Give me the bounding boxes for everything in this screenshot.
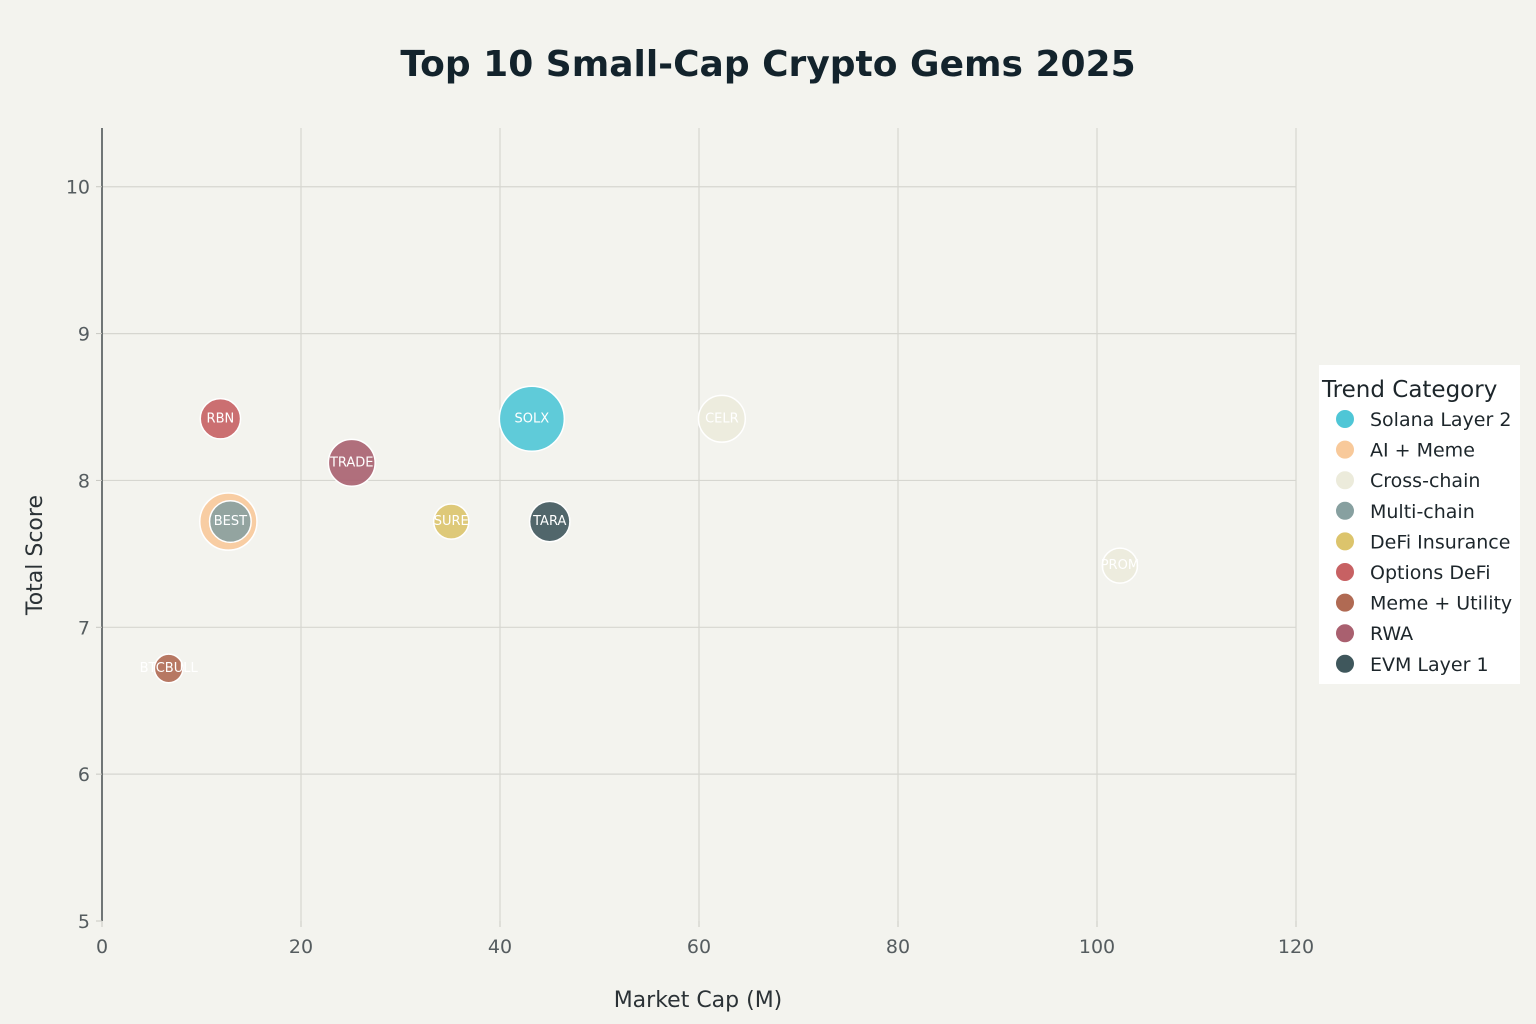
legend-label: Solana Layer 2 [1370,409,1511,431]
bubble: TARA [528,500,571,543]
bubble: BEST [208,500,252,544]
bubble-marker [199,397,242,440]
bubble: CELR [697,394,747,443]
bubble-marker [153,653,184,684]
legend-label: EVM Layer 1 [1370,654,1489,676]
bubble-marker [697,394,747,443]
x-tick-label: 60 [687,936,711,958]
legend-swatch [1335,500,1355,521]
legend-item: Cross-chain [1335,470,1480,492]
grid [102,128,1297,921]
x-tick-label: 80 [886,936,910,958]
x-tick-label: 40 [488,936,512,958]
bubble-label: RBN [207,411,235,426]
y-tick-label: 6 [78,764,90,786]
bubble: RBN [199,397,242,440]
legend-swatch [1335,409,1355,429]
legend-swatch [1335,592,1355,613]
bubble-marker [432,503,470,540]
y-tick-label: 5 [78,911,90,933]
legend-item: EVM Layer 1 [1335,653,1489,676]
chart-title: Top 10 Small-Cap Crypto Gems 2025 [400,44,1135,85]
x-tick-label: 120 [1278,936,1314,958]
legend-label: Multi-chain [1370,501,1475,523]
x-tick-label: 20 [289,936,313,958]
y-axis-title: Total Score [23,495,48,616]
bubble-label: TARA [532,514,566,529]
bubble-marker [498,385,566,453]
legend-label: Cross-chain [1370,470,1480,492]
bubble-marker [1101,547,1139,584]
y-tick-label: 8 [78,470,90,492]
y-tick-label: 10 [66,177,90,199]
legend-title: Trend Category [1321,377,1497,403]
x-axis-title: Market Cap (M) [614,988,783,1013]
bubble-label: CELR [705,411,739,426]
legend-label: AI + Meme [1370,440,1475,462]
bubble: BTCBULL [140,653,199,684]
bubble: TRADE [327,438,376,487]
legend-item: Solana Layer 2 [1335,409,1511,431]
legend-item: RWA [1335,623,1413,645]
legend-swatch [1335,531,1355,552]
legend-items: Solana Layer 2 AI + Meme Cross-chain Multi-… [1335,409,1512,676]
y-tick-label: 7 [78,617,90,639]
legend-label: RWA [1370,623,1413,645]
bubble-label: BTCBULL [140,661,199,676]
bubbles: SOLXBESTCELRPROMBESTSURERBNBTCBULLTRADET… [140,385,1139,684]
x-tick-label: 100 [1079,936,1115,958]
legend-swatch [1335,653,1355,674]
legend-item: Multi-chain [1335,500,1475,523]
bubble-label: PROM [1101,558,1139,573]
y-tick-label: 9 [78,324,90,346]
bubble-label: TRADE [329,455,374,470]
legend-label: Meme + Utility [1370,593,1512,615]
x-tick-label: 0 [96,936,108,958]
legend-swatch [1335,470,1355,491]
legend-swatch [1335,439,1355,460]
bubble-marker [528,500,571,543]
bubble-marker [208,500,252,544]
legend-swatch [1335,623,1355,644]
legend-label: DeFi Insurance [1370,531,1510,553]
legend-swatch [1335,562,1355,582]
legend-item: Options DeFi [1335,562,1491,584]
bubble: PROM [1101,547,1139,584]
legend-item: DeFi Insurance [1335,531,1510,553]
bubble: SURE [432,503,470,540]
axis-ticks: 0 20 40 60 80 100 120 5 6 7 8 9 10 [66,177,1314,958]
bubble: SOLX [498,385,566,453]
legend-item: AI + Meme [1335,439,1475,462]
legend-item: Meme + Utility [1335,592,1512,615]
legend: Trend Category Solana Layer 2 AI + Meme Cr… [1319,365,1520,684]
bubble-marker [327,438,376,487]
legend-label: Options DeFi [1370,562,1491,584]
bubble-label: SURE [434,514,469,529]
bubble-label: SOLX [515,411,550,426]
bubble-label: BEST [214,514,247,529]
